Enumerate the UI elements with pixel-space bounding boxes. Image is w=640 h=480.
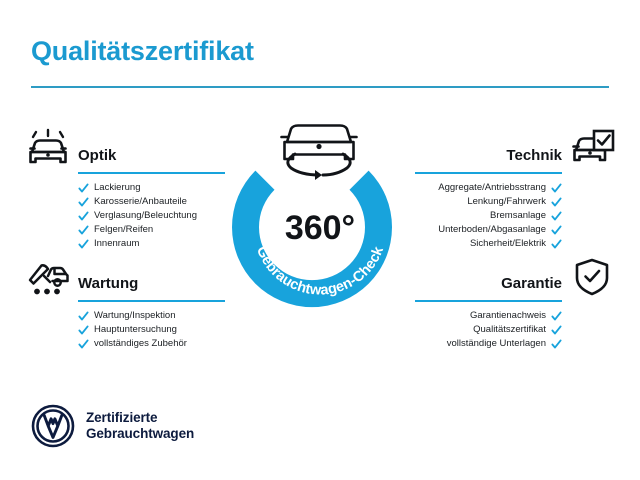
shield-check-icon — [568, 256, 616, 298]
list-item: Innenraum — [78, 237, 229, 251]
car-front-sparkle-icon — [24, 128, 72, 170]
list-item-label: Lenkung/Fahrwerk — [467, 196, 546, 207]
check-icon — [78, 197, 89, 208]
list-item: Felgen/Reifen — [78, 223, 229, 237]
check-icon — [551, 183, 562, 194]
list-item-label: Wartung/Inspektion — [94, 310, 176, 321]
list-item-label: Garantienachweis — [469, 310, 546, 321]
check-icon — [78, 311, 89, 322]
title-divider — [31, 86, 609, 88]
check-icon — [78, 183, 89, 194]
list-item-label: Qualitätszertifikat — [473, 324, 546, 335]
check-icon — [78, 325, 89, 336]
check-icon — [551, 239, 562, 250]
section-wartung-list: Wartung/Inspektion Hauptuntersuchung vol… — [24, 309, 229, 351]
list-item-label: Felgen/Reifen — [94, 224, 154, 235]
check-icon — [78, 239, 89, 250]
list-item: Lackierung — [78, 181, 229, 195]
list-item: Verglasung/Beleuchtung — [78, 209, 229, 223]
list-item-label: Innenraum — [94, 238, 140, 249]
section-technik-list: Aggregate/Antriebsstrang Lenkung/Fahrwer… — [411, 181, 616, 251]
check-icon — [78, 211, 89, 222]
list-item: Hauptuntersuchung — [78, 323, 229, 337]
section-garantie-divider — [415, 300, 562, 302]
list-item: Sicherheit/Elektrik — [411, 237, 562, 251]
vw-certified-logo-block: Zertifizierte Gebrauchtwagen — [31, 404, 194, 448]
section-optik-list: Lackierung Karosserie/Anbauteile Verglas… — [24, 181, 229, 251]
list-item-label: Verglasung/Beleuchtung — [94, 210, 197, 221]
section-garantie-title: Garantie — [501, 275, 562, 292]
check-icon — [551, 197, 562, 208]
list-item-label: vollständiges Zubehör — [94, 338, 187, 349]
section-garantie: Garantie Garantienachweis Qualitätszerti… — [411, 256, 616, 351]
section-technik: Technik Aggregate/Antriebsstrang Lenkung… — [411, 128, 616, 251]
badge-center-label: 360° — [285, 209, 355, 247]
list-item: Unterboden/Abgasanlage — [411, 223, 562, 237]
pen-car-service-icon — [24, 256, 72, 298]
section-optik-header: Optik — [24, 128, 229, 174]
section-optik: Optik Lackierung Karosserie/Anbauteile V… — [24, 128, 229, 251]
section-technik-divider — [415, 172, 562, 174]
check-icon — [78, 225, 89, 236]
section-wartung-title: Wartung — [78, 275, 139, 292]
check-icon — [551, 211, 562, 222]
check-icon — [551, 225, 562, 236]
section-garantie-header: Garantie — [411, 256, 616, 302]
section-optik-divider — [78, 172, 225, 174]
list-item-label: Lackierung — [94, 182, 141, 193]
section-wartung-divider — [78, 300, 225, 302]
check-icon — [551, 325, 562, 336]
vw-text-line1: Zertifizierte — [86, 410, 158, 425]
list-item: Karosserie/Anbauteile — [78, 195, 229, 209]
section-technik-title: Technik — [506, 147, 562, 164]
vw-logo-icon — [31, 404, 75, 448]
page-title: Qualitätszertifikat — [31, 36, 254, 66]
list-item: Qualitätszertifikat — [411, 323, 562, 337]
list-item-label: Bremsanlage — [490, 210, 546, 221]
section-garantie-list: Garantienachweis Qualitätszertifikat vol… — [411, 309, 616, 351]
section-optik-title: Optik — [78, 147, 117, 164]
badge-ring — [232, 170, 392, 308]
car-rotate-360-icon — [280, 124, 358, 180]
list-item-label: Sicherheit/Elektrik — [469, 238, 546, 249]
list-item-label: Aggregate/Antriebsstrang — [438, 182, 546, 193]
section-technik-header: Technik — [411, 128, 616, 174]
list-item: Garantienachweis — [411, 309, 562, 323]
list-item: Aggregate/Antriebsstrang — [411, 181, 562, 195]
list-item-label: Unterboden/Abgasanlage — [438, 224, 546, 235]
car-front-checkbox-icon — [568, 128, 616, 170]
vw-text-line2: Gebrauchtwagen — [86, 426, 195, 441]
list-item: Wartung/Inspektion — [78, 309, 229, 323]
vw-certified-text: Zertifizierte Gebrauchtwagen — [86, 410, 194, 442]
check-icon — [78, 339, 89, 350]
list-item: Lenkung/Fahrwerk — [411, 195, 562, 209]
list-item: vollständiges Zubehör — [78, 337, 229, 351]
section-wartung: Wartung Wartung/Inspektion Hauptuntersuc… — [24, 256, 229, 351]
list-item-label: Hauptuntersuchung — [94, 324, 177, 335]
list-item-label: Karosserie/Anbauteile — [94, 196, 187, 207]
check-icon — [551, 311, 562, 322]
list-item: Bremsanlage — [411, 209, 562, 223]
badge-360-gebrauchtwagen-check: 360° Gebrauchtwagen-Check — [232, 114, 408, 310]
section-wartung-header: Wartung — [24, 256, 229, 302]
check-icon — [551, 339, 562, 350]
list-item-label: vollständige Unterlagen — [446, 338, 546, 349]
list-item: vollständige Unterlagen — [411, 337, 562, 351]
